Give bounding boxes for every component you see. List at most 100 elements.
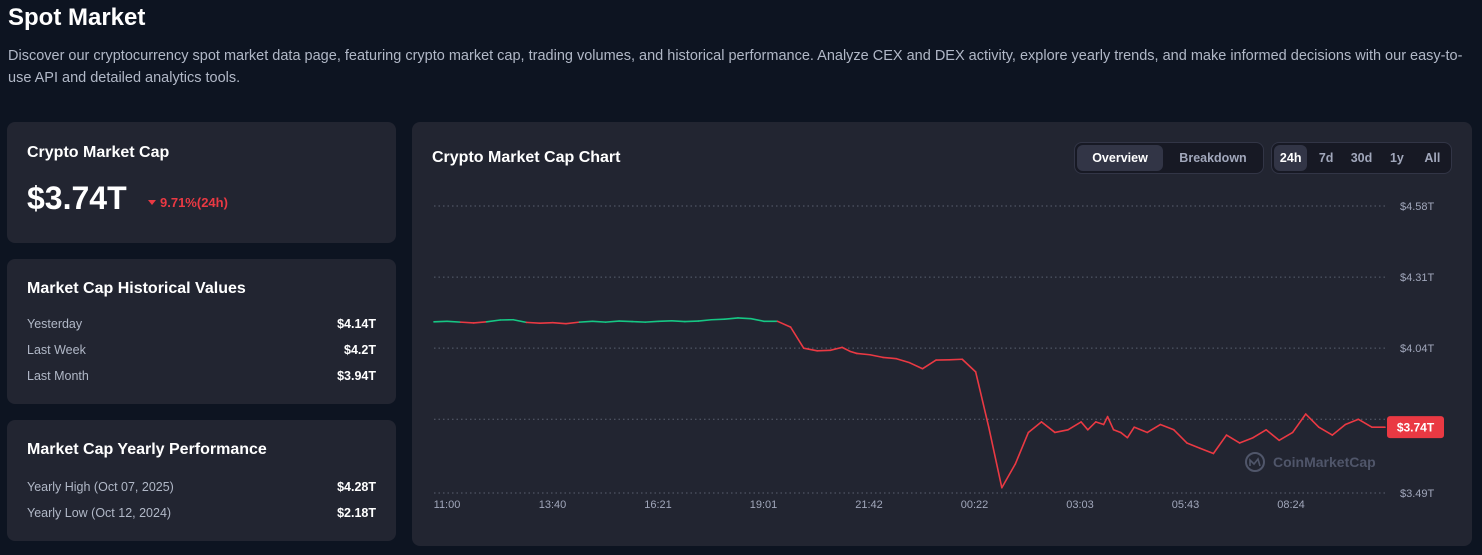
range-30d-button[interactable]: 30d bbox=[1350, 151, 1373, 165]
series-line-segment bbox=[578, 320, 594, 323]
series-line-segment bbox=[1278, 431, 1294, 442]
market-cap-card: Crypto Market Cap $3.74T 9.71%(24h) bbox=[7, 122, 396, 243]
chart-title: Crypto Market Cap Chart bbox=[432, 149, 621, 166]
market-cap-value: $3.74T bbox=[27, 180, 127, 216]
series-line-segment bbox=[485, 319, 501, 323]
series-line-segment bbox=[552, 321, 567, 325]
current-value-badge: $3.74T bbox=[1387, 416, 1444, 439]
series-line-segment bbox=[948, 358, 964, 361]
tab-overview[interactable]: Overview bbox=[1077, 145, 1163, 171]
chart-view-toggle: Overview Breakdown bbox=[1074, 142, 1264, 174]
series-line-segment bbox=[1331, 423, 1347, 436]
market-cap-change: 9.71%(24h) bbox=[148, 195, 228, 210]
y-tick-label: $4.58T bbox=[1400, 201, 1435, 213]
historical-row: Last Month $3.94T bbox=[27, 367, 376, 385]
series-line-segment bbox=[1212, 434, 1228, 455]
series-line-segment bbox=[1094, 421, 1105, 426]
series-line-segment bbox=[1225, 434, 1241, 444]
series-line-segment bbox=[750, 317, 765, 323]
series-line-segment bbox=[565, 321, 581, 325]
series-line-segment bbox=[849, 350, 858, 355]
yearly-row-label: Yearly Low (Oct 12, 2024) bbox=[27, 506, 172, 520]
historical-values-title: Market Cap Historical Values bbox=[27, 280, 246, 297]
series-line-segment bbox=[644, 320, 660, 323]
series-line-segment bbox=[1126, 426, 1135, 439]
x-tick-label: 13:40 bbox=[539, 499, 567, 511]
series-line-segment bbox=[737, 317, 752, 320]
historical-row-value: $4.14T bbox=[337, 317, 376, 331]
series-line-segment bbox=[974, 371, 990, 428]
series-line-segment bbox=[1054, 429, 1069, 434]
current-value-label: $3.74T bbox=[1397, 421, 1435, 435]
series-line-segment bbox=[472, 321, 488, 324]
series-line-segment bbox=[512, 318, 528, 324]
range-1y-button[interactable]: 1y bbox=[1389, 151, 1404, 165]
x-tick-label: 00:22 bbox=[961, 499, 989, 511]
y-tick-label: $3.49T bbox=[1400, 488, 1435, 500]
series-line-segment bbox=[1172, 429, 1188, 444]
x-tick-label: 11:00 bbox=[434, 499, 461, 511]
yearly-row: Yearly Low (Oct 12, 2024) $2.18T bbox=[27, 504, 376, 522]
y-tick-label: $4.04T bbox=[1400, 343, 1435, 355]
series-line-segment bbox=[908, 361, 924, 370]
series-line-segment bbox=[1357, 418, 1373, 428]
series-line-segment bbox=[670, 320, 686, 323]
series-line-segment bbox=[1112, 429, 1122, 434]
historical-row-label: Yesterday bbox=[27, 317, 83, 331]
chart-range-toggle: 24h 7d 30d 1y All bbox=[1271, 142, 1452, 174]
series-line-segment bbox=[657, 320, 673, 323]
y-tick-label: $4.31T bbox=[1400, 272, 1435, 284]
series-line-segment bbox=[1318, 426, 1334, 436]
series-line-segment bbox=[618, 320, 633, 323]
page-title: Spot Market bbox=[8, 4, 146, 31]
x-tick-label: 16:21 bbox=[644, 499, 672, 511]
series-line-segment bbox=[1119, 431, 1129, 439]
series-line-segment bbox=[789, 326, 805, 349]
coinmarketcap-watermark-text: CoinMarketCap bbox=[1273, 454, 1376, 470]
series-line-segment bbox=[723, 317, 739, 321]
series-line-segment bbox=[604, 320, 620, 323]
series-line-segment bbox=[1238, 436, 1254, 444]
series-line-segment bbox=[882, 356, 898, 360]
current-value-badge-bg bbox=[1387, 416, 1444, 439]
range-24h-button[interactable]: 24h bbox=[1274, 145, 1308, 171]
yearly-row: Yearly High (Oct 07, 2025) $4.28T bbox=[27, 478, 376, 496]
series-line-segment bbox=[1344, 418, 1360, 426]
series-line-segment bbox=[1080, 421, 1089, 431]
historical-row: Last Week $4.2T bbox=[27, 341, 376, 359]
range-all-button[interactable]: All bbox=[1424, 151, 1441, 165]
series-line-segment bbox=[841, 346, 851, 353]
series-line-segment bbox=[684, 320, 700, 323]
market-cap-chart: CoinMarketCap $4.58T $4.31T $4.04T $3.49T 11… bbox=[433, 201, 1444, 511]
series-line-segment bbox=[816, 349, 832, 352]
range-7d-button[interactable]: 7d bbox=[1318, 151, 1334, 165]
series-line-segment bbox=[987, 426, 1003, 489]
series-line-segment bbox=[961, 358, 977, 373]
series-line-segment bbox=[855, 352, 871, 356]
market-cap-chart-card: CoinMarketCap $4.58T $4.31T $4.04T $3.49T 11… bbox=[412, 122, 1472, 546]
series-line-segment bbox=[1027, 421, 1043, 434]
page-description: Discover our cryptocurrency spot market … bbox=[8, 48, 1463, 86]
series-line-segment bbox=[591, 320, 607, 323]
market-cap-change-value: 9.71%(24h) bbox=[160, 195, 228, 210]
historical-row-label: Last Week bbox=[27, 343, 86, 357]
coinmarketcap-logo-mark bbox=[1249, 457, 1261, 467]
series-line-segment bbox=[1067, 421, 1082, 431]
series-line-segment bbox=[710, 318, 726, 321]
series-line-segment bbox=[1133, 426, 1149, 434]
series-line-segment bbox=[1265, 429, 1281, 442]
series-line-segment bbox=[1102, 415, 1109, 426]
series-line-segment bbox=[1146, 423, 1162, 434]
series-line-segment bbox=[1040, 421, 1056, 434]
historical-row-value: $4.2T bbox=[344, 343, 376, 357]
historical-row-value: $3.94T bbox=[337, 369, 376, 383]
series-line-segment bbox=[921, 359, 937, 370]
tab-breakdown[interactable]: Breakdown bbox=[1179, 151, 1247, 165]
historical-values-card: Market Cap Historical Values Yesterday $… bbox=[7, 259, 396, 404]
yearly-performance-title: Market Cap Yearly Performance bbox=[27, 441, 267, 458]
series-line-segment bbox=[829, 346, 843, 352]
series-line-segment bbox=[1199, 447, 1215, 455]
series-line-segment bbox=[697, 318, 713, 322]
yearly-row-value: $4.28T bbox=[337, 480, 376, 494]
x-tick-label: 21:42 bbox=[855, 499, 883, 511]
